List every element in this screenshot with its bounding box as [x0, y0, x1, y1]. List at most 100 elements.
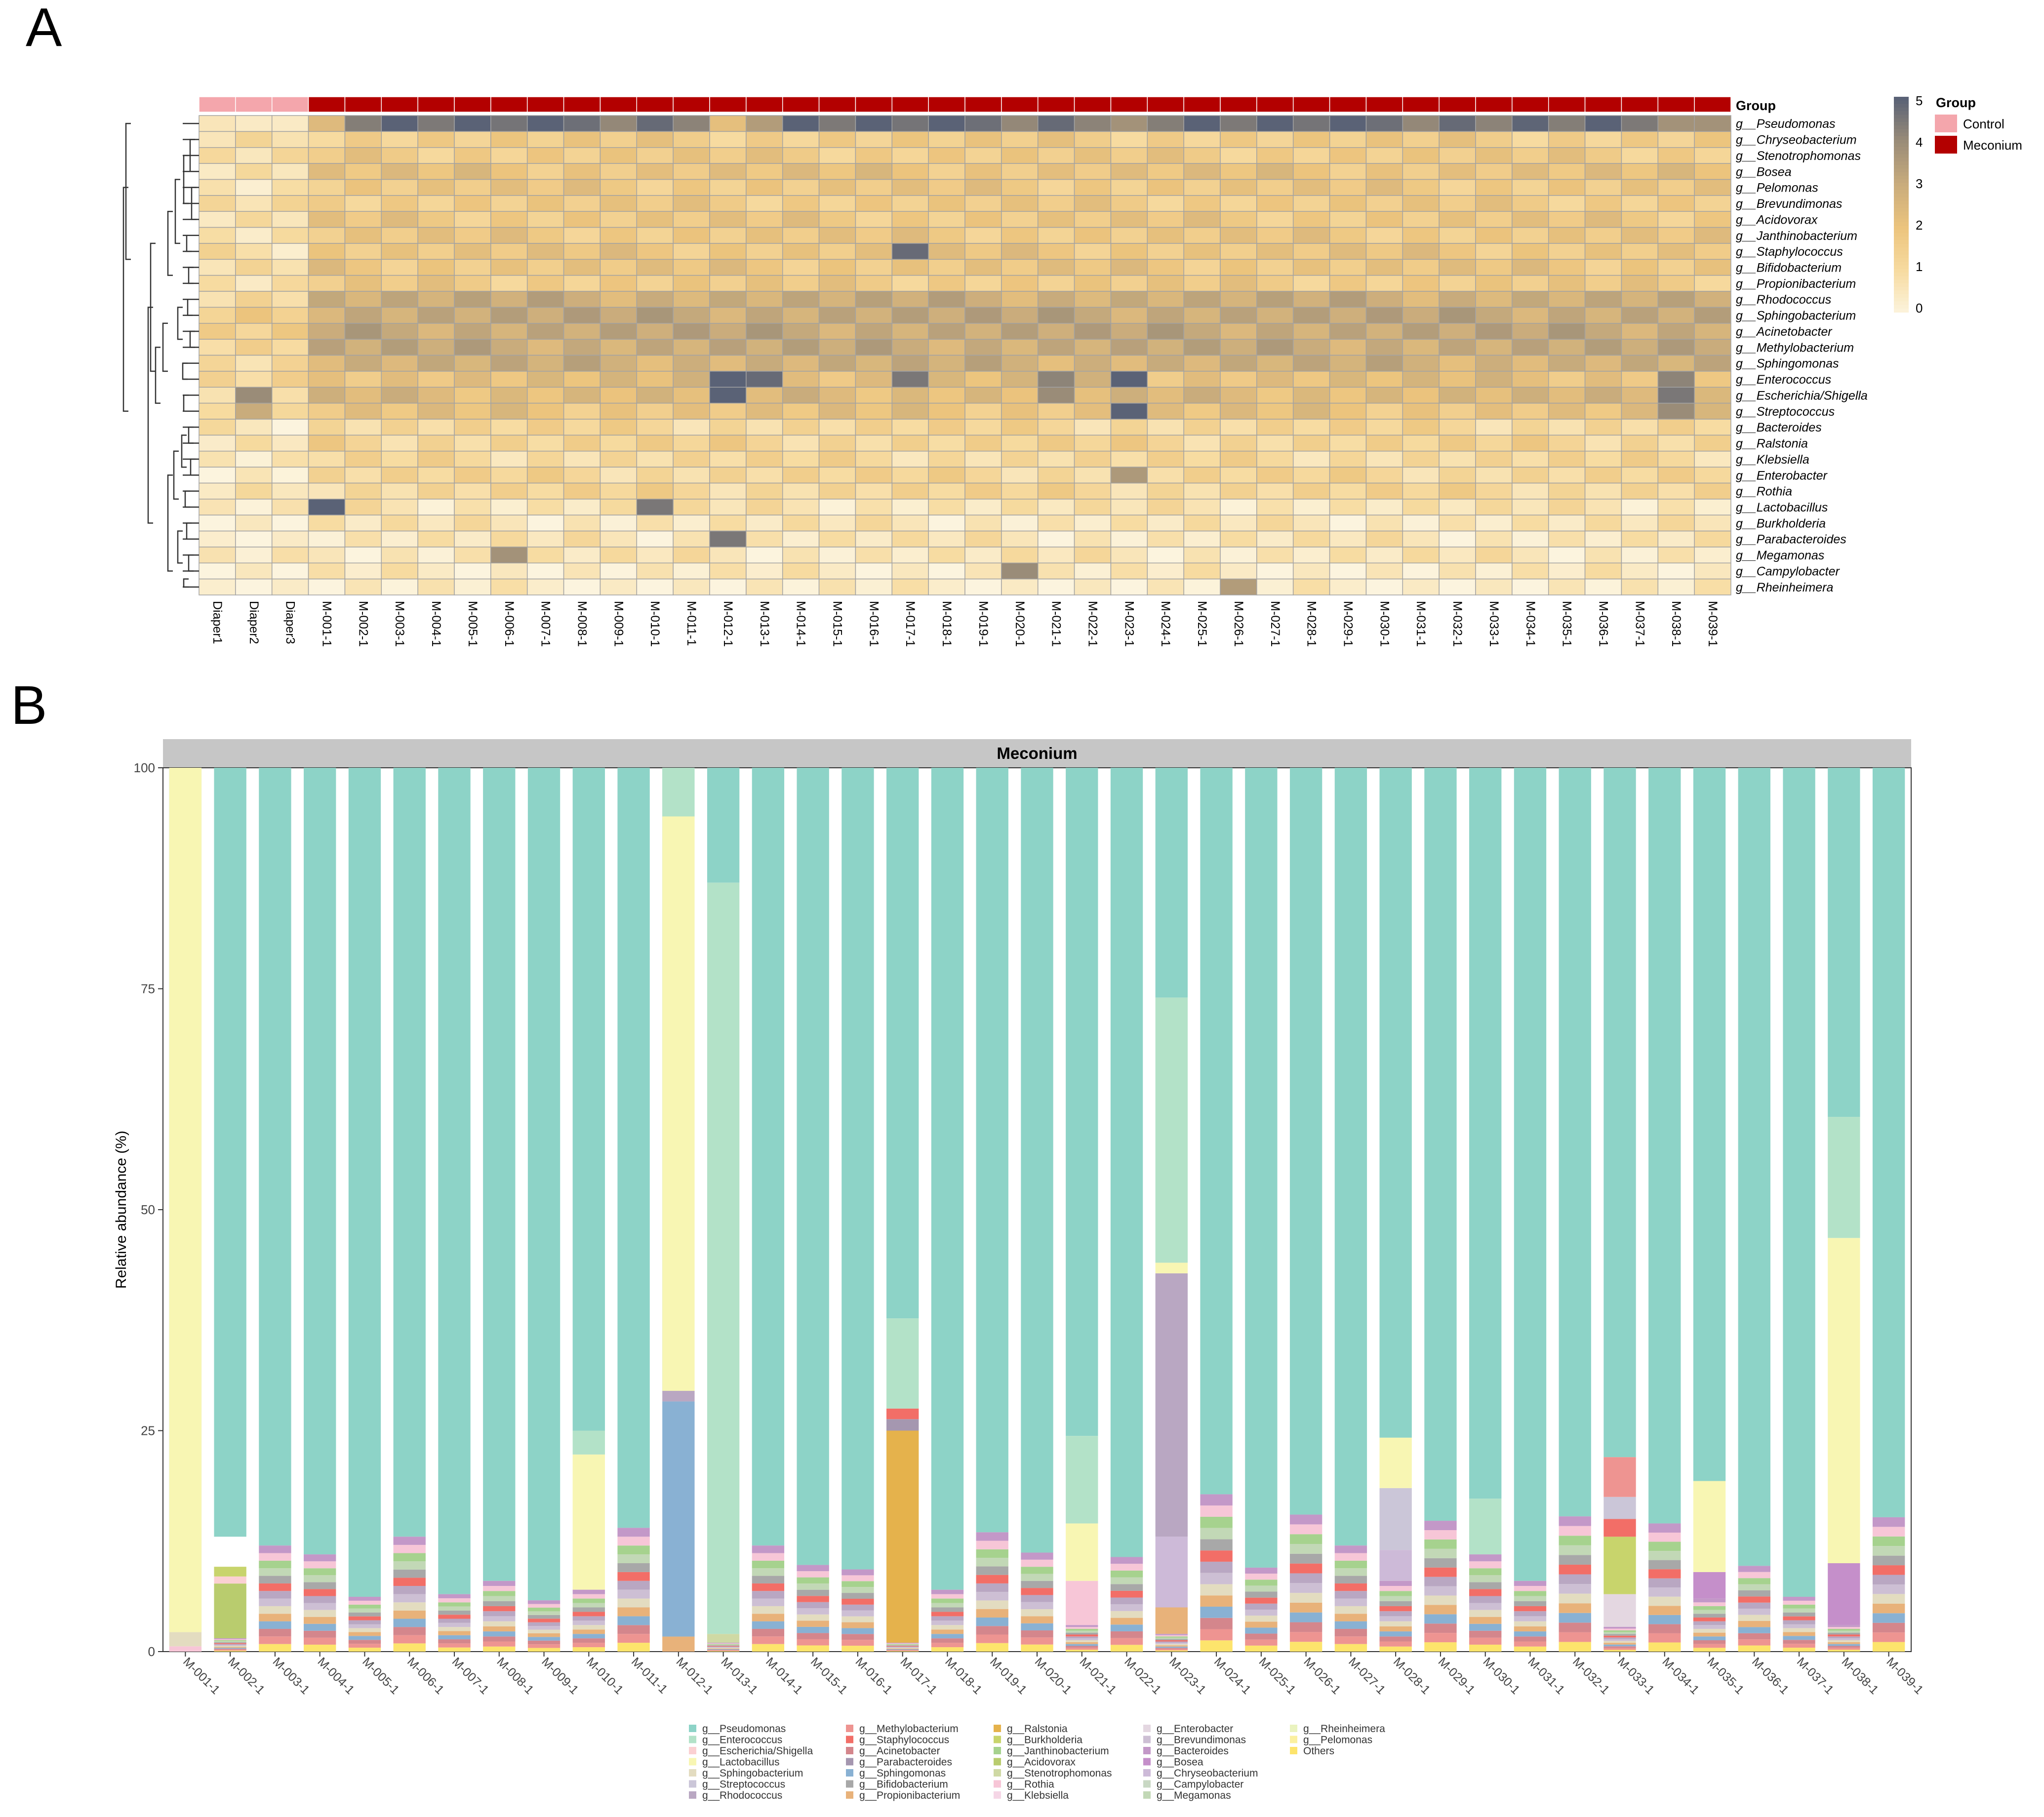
- heatmap-cell: [673, 387, 710, 404]
- heatmap-cell: [636, 434, 674, 452]
- row-label: g__Methylobacterium: [1736, 341, 1854, 355]
- heatmap-cell: [1621, 227, 1659, 244]
- bar-segment: [1245, 1597, 1278, 1604]
- bar-segment: [1289, 1602, 1323, 1613]
- bar-segment: [797, 1639, 829, 1646]
- heatmap-cell: [1365, 163, 1403, 180]
- bar-segment: [976, 1609, 1008, 1618]
- heatmap-cell: [891, 275, 929, 292]
- colorbar-segment: [1894, 158, 1909, 162]
- legend-label: g__Sphingomonas: [859, 1768, 946, 1779]
- heatmap-cell: [1256, 339, 1294, 356]
- bar-segment: [483, 1631, 516, 1637]
- heatmap-cell: [490, 387, 528, 404]
- x-tick-label: M-013-1: [718, 1655, 761, 1697]
- x-tick-label: M-015-1: [808, 1655, 850, 1697]
- heatmap-cell: [1512, 307, 1549, 324]
- heatmap-cell: [818, 147, 856, 164]
- colorbar-segment: [1894, 107, 1909, 112]
- bar-segment: [348, 1644, 381, 1648]
- heatmap-cell: [746, 402, 783, 420]
- bar-segment: [1155, 1635, 1188, 1637]
- bar-segment: [1155, 1641, 1188, 1643]
- heatmap-cell: [1183, 179, 1221, 196]
- heatmap-cell: [709, 499, 747, 515]
- bar-segment: [393, 1602, 426, 1611]
- heatmap-cell: [490, 195, 528, 212]
- dendrogram-branch: [177, 307, 183, 340]
- heatmap-cell: [891, 547, 929, 564]
- heatmap-cell: [1292, 514, 1330, 532]
- heatmap-cell: [1074, 275, 1112, 292]
- heatmap-cell: [199, 530, 236, 548]
- heatmap-cell: [1475, 450, 1513, 468]
- column-label: M-008-1: [575, 601, 589, 647]
- group-annotation-cell: [1183, 96, 1221, 113]
- heatmap-cell: [782, 339, 820, 356]
- heatmap-cell: [308, 482, 346, 500]
- heatmap-cell: [746, 387, 783, 404]
- heatmap-cell: [199, 514, 236, 532]
- heatmap-cell: [454, 387, 491, 404]
- bar-segment: [662, 1390, 695, 1402]
- heatmap-cell: [709, 371, 747, 388]
- bar-segment: [1245, 1580, 1278, 1586]
- bar-segment: [1514, 1601, 1547, 1606]
- row-label: g__Brevundimonas: [1736, 197, 1842, 211]
- heatmap-cell: [1256, 147, 1294, 164]
- legend-label: g__Janthinobacterium: [1007, 1745, 1109, 1757]
- bar-segment: [1200, 1618, 1233, 1629]
- legend-swatch: [1143, 1747, 1151, 1754]
- group-annotation-cell: [673, 96, 710, 113]
- heatmap-cell: [526, 434, 564, 452]
- colorbar-segment: [1894, 186, 1909, 191]
- heatmap-cell: [1475, 387, 1513, 404]
- heatmap-cell: [891, 147, 929, 164]
- heatmap-cell: [928, 434, 965, 452]
- bar-segment: [1514, 1636, 1547, 1642]
- heatmap-cell: [709, 482, 747, 500]
- heatmap-cell: [891, 402, 929, 420]
- colorbar-segment: [1894, 229, 1909, 234]
- heatmap-cell: [1110, 115, 1148, 132]
- heatmap-cell: [855, 547, 893, 564]
- row-label: g__Bosea: [1736, 165, 1792, 179]
- heatmap-cell: [308, 179, 346, 196]
- legend-label: g__Stenotrophomonas: [1007, 1768, 1112, 1779]
- legend-swatch: [1143, 1780, 1151, 1788]
- bar-segment: [1155, 1607, 1188, 1634]
- heatmap-cell: [454, 163, 491, 180]
- heatmap-cell: [673, 371, 710, 388]
- bar-segment: [662, 1401, 695, 1637]
- heatmap-cell: [1512, 547, 1549, 564]
- heatmap-cell: [308, 195, 346, 212]
- bar-segment: [214, 1583, 246, 1639]
- heatmap-cell: [1256, 355, 1294, 372]
- bar-segment: [1021, 1637, 1053, 1645]
- group-annotation-cell: [891, 96, 929, 113]
- bar-segment: [1245, 1603, 1278, 1610]
- heatmap-cell: [673, 355, 710, 372]
- heatmap-cell: [563, 339, 601, 356]
- heatmap-cell: [1110, 227, 1148, 244]
- heatmap-cell: [1584, 419, 1622, 436]
- heatmap-cell: [964, 450, 1002, 468]
- heatmap-cell: [1402, 131, 1440, 148]
- group-annotation-cell: [490, 96, 528, 113]
- panel-a-letter: A: [26, 0, 62, 58]
- heatmap-cell: [1292, 355, 1330, 372]
- heatmap-cell: [1147, 530, 1184, 548]
- heatmap-cell: [199, 163, 236, 180]
- heatmap-cell: [1292, 547, 1330, 564]
- bar-segment: [1603, 1650, 1636, 1652]
- heatmap-cell: [1074, 195, 1112, 212]
- heatmap-cell: [1439, 402, 1476, 420]
- bar-segment: [707, 882, 740, 1634]
- heatmap-cell: [308, 147, 346, 164]
- heatmap-cell: [490, 259, 528, 276]
- heatmap-cell: [563, 371, 601, 388]
- heatmap-cell: [818, 275, 856, 292]
- heatmap-cell: [1074, 419, 1112, 436]
- heatmap-cell: [782, 482, 820, 500]
- heatmap-cell: [1183, 514, 1221, 532]
